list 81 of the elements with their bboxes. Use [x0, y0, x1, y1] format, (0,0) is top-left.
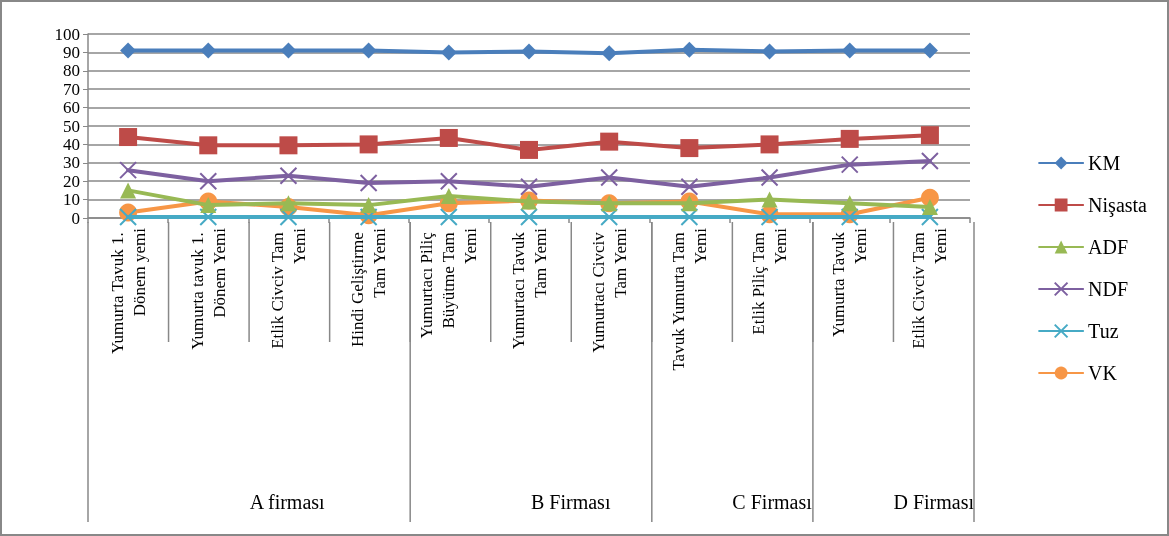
text: A firması	[249, 491, 326, 513]
point	[440, 44, 457, 61]
point	[921, 198, 938, 215]
point	[920, 151, 939, 170]
y-tick-label: 100	[54, 24, 80, 44]
point	[921, 42, 938, 59]
point	[680, 139, 699, 158]
y-tick-label: 20	[63, 171, 80, 191]
point	[359, 174, 378, 193]
point	[119, 128, 138, 147]
legend-label: Tuz	[1088, 320, 1119, 342]
point	[600, 208, 619, 227]
point	[360, 42, 377, 59]
y-tick-label: 40	[63, 134, 80, 154]
point	[199, 208, 218, 227]
x-tick-label: Etlik Civciv Tam Yemi	[909, 227, 951, 349]
point	[840, 155, 859, 174]
point	[280, 195, 297, 212]
point	[920, 208, 939, 227]
legend-label: Nişasta	[1088, 194, 1148, 217]
point	[120, 42, 137, 59]
point	[601, 45, 618, 62]
point	[841, 42, 858, 59]
y-tick-label: 80	[63, 61, 80, 81]
x-tick-label: Tavuk Yumurta Tam Yemi	[668, 227, 710, 371]
point	[920, 126, 939, 145]
y-tick-label: 60	[63, 98, 80, 118]
point	[280, 42, 297, 59]
x-tick-label: Yumurtacı Piliç Büyütme Tam Yemi	[417, 227, 481, 339]
point	[439, 208, 458, 227]
point	[120, 182, 137, 199]
point	[760, 135, 779, 154]
x-tick-label: Yumurta Tavuk Yemi	[829, 227, 871, 337]
y-tick-label: 70	[63, 79, 80, 99]
point	[521, 43, 537, 60]
x-tick-label: Yumurtacı Civciv Tam Yemi	[588, 227, 630, 353]
point	[440, 187, 457, 204]
legend-label: VK	[1088, 362, 1118, 384]
point	[279, 208, 298, 227]
point	[279, 166, 298, 185]
point	[600, 168, 619, 187]
point	[761, 43, 778, 60]
point	[439, 128, 458, 147]
point	[680, 208, 699, 227]
point	[520, 208, 538, 227]
point	[600, 132, 619, 151]
point	[761, 191, 778, 208]
point	[200, 197, 217, 214]
point	[360, 197, 377, 214]
y-tick-label: 0	[71, 208, 80, 228]
point	[760, 168, 779, 187]
y-tick-label: 30	[63, 153, 80, 173]
y-tick-label: 50	[63, 116, 80, 136]
point	[199, 136, 218, 155]
point	[199, 172, 218, 191]
legend-label: ADF	[1088, 236, 1129, 258]
y-tick-label: 90	[63, 42, 80, 62]
point	[520, 177, 538, 196]
text: B Firması	[531, 491, 611, 513]
text: C Firması	[732, 491, 813, 513]
x-tick-label: Hindi Geliştirme Tam Yemi	[348, 227, 390, 347]
point	[841, 195, 858, 212]
legend-label: KM	[1088, 152, 1121, 174]
legend-label: NDF	[1088, 278, 1129, 300]
point	[119, 208, 138, 227]
point	[840, 129, 859, 148]
y-tick-label: 10	[63, 190, 80, 210]
point	[279, 136, 298, 155]
point	[119, 161, 138, 180]
x-tick-label: Etlik Civciv Tam Yemi	[267, 227, 309, 349]
point	[520, 140, 538, 159]
point	[681, 41, 698, 58]
x-tick-label: Yumurta Tavuk 1. Dönem yemi	[107, 227, 149, 354]
point	[200, 42, 217, 59]
point	[439, 172, 458, 191]
point	[680, 177, 699, 196]
point	[359, 135, 378, 154]
x-tick-label: Yumurta tavuk 1. Dönem Yemi	[187, 227, 229, 350]
x-tick-label: Yumurtacı Tavuk Tam Yemi	[508, 227, 550, 350]
text: D Firması	[893, 491, 975, 513]
x-tick-label: Etlik Piliç Tam Yemi	[749, 227, 791, 335]
